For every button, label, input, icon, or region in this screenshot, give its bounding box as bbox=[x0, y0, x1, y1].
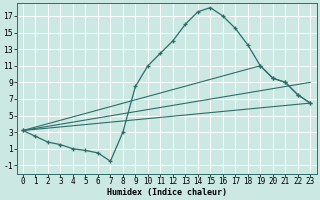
X-axis label: Humidex (Indice chaleur): Humidex (Indice chaleur) bbox=[107, 188, 227, 197]
